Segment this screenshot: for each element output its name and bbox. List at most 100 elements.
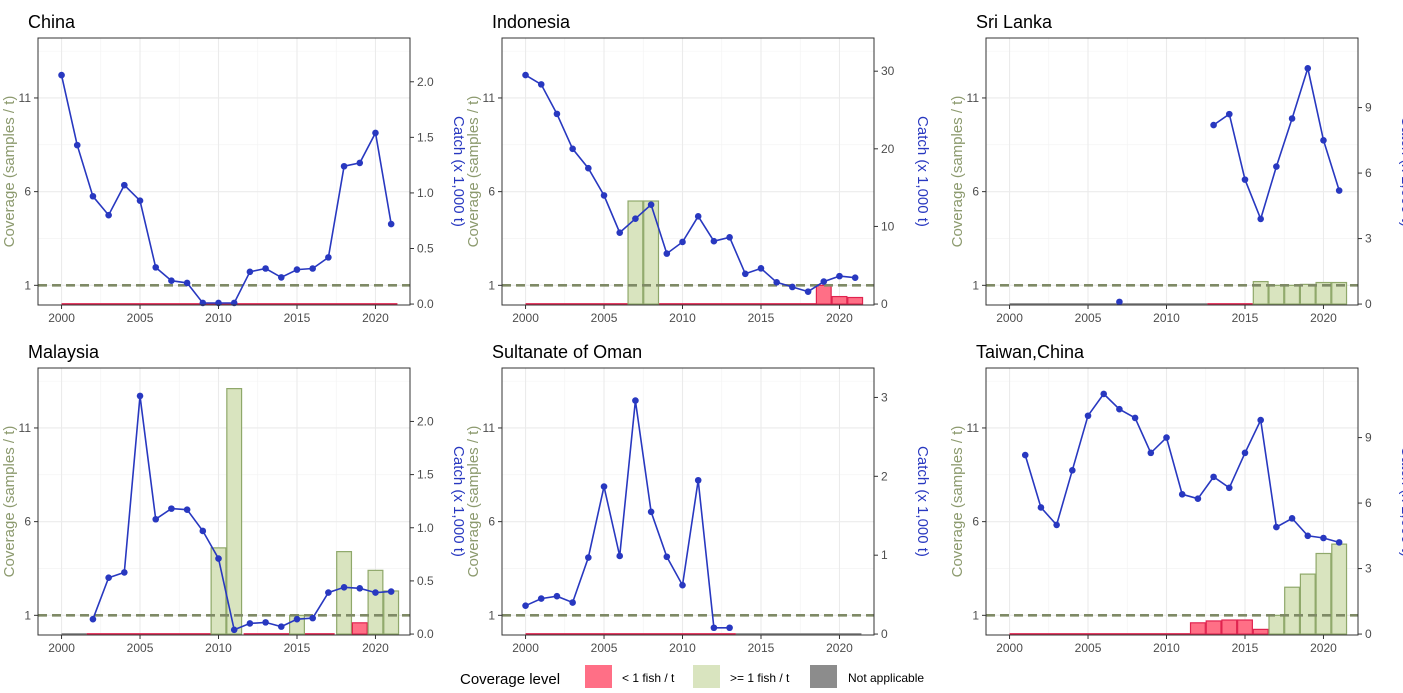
catch-point bbox=[1335, 539, 1343, 546]
x-tick-label: 2005 bbox=[127, 641, 154, 655]
coverage-bar bbox=[1315, 552, 1332, 635]
catch-point bbox=[340, 583, 348, 591]
right-tick-label: 20 bbox=[881, 142, 895, 156]
catch-point bbox=[293, 266, 301, 273]
catch-point bbox=[600, 192, 608, 199]
right-axis: 0 10 20 30 Catch (x 1,000 t) bbox=[874, 64, 931, 311]
right-tick-label: 1.0 bbox=[417, 186, 434, 200]
x-tick-label: 2015 bbox=[1232, 311, 1259, 325]
left-tick-label: 1 bbox=[972, 608, 979, 622]
catch-point bbox=[836, 272, 843, 280]
catch-point bbox=[1273, 523, 1280, 531]
left-tick-label: 11 bbox=[967, 421, 980, 435]
panel-border bbox=[985, 367, 1359, 636]
panel-border bbox=[501, 367, 875, 636]
panel-malaysia: Malaysia 2000 2005 2010 2015 2020 1 6 11Coverage… bbox=[1, 342, 467, 655]
left-tick-label: 1 bbox=[24, 278, 31, 292]
legend-label-na: Not applicable bbox=[848, 671, 924, 685]
x-tick-label: 2000 bbox=[996, 641, 1023, 655]
catch-point bbox=[1320, 137, 1327, 144]
coverage-bar bbox=[643, 200, 660, 305]
catch-point bbox=[1037, 504, 1045, 511]
right-tick-label: 3 bbox=[881, 390, 888, 404]
legend-swatch-low bbox=[585, 665, 612, 688]
legend-swatch-high bbox=[693, 665, 720, 688]
left-tick-label: 6 bbox=[24, 185, 31, 199]
catch-point bbox=[1194, 495, 1202, 503]
right-tick-label: 2.0 bbox=[417, 414, 434, 428]
catch-point bbox=[1257, 215, 1264, 223]
catch-point bbox=[1210, 473, 1217, 481]
catch-point bbox=[1335, 187, 1343, 194]
catch-point bbox=[183, 506, 191, 513]
x-axis: 2000 2005 2010 2015 2020 bbox=[512, 305, 853, 325]
coverage-bar bbox=[383, 590, 400, 635]
coverage-bar bbox=[226, 388, 243, 635]
coverage-bar bbox=[1268, 284, 1285, 305]
x-tick-label: 2005 bbox=[591, 641, 618, 655]
right-tick-label: 30 bbox=[881, 64, 895, 78]
catch-point bbox=[1131, 414, 1139, 422]
catch-point bbox=[679, 238, 686, 246]
left-tick-label: 6 bbox=[24, 515, 31, 529]
x-axis: 2000 2005 2010 2015 2020 bbox=[996, 305, 1337, 325]
catch-point bbox=[600, 483, 608, 490]
catch-point bbox=[121, 569, 128, 576]
legend: Coverage level < 1 fish / t >= 1 fish / … bbox=[460, 665, 924, 688]
catch-point bbox=[804, 288, 812, 295]
right-axis: 0.0 0.5 1.0 1.5 2.0 Catch (x 1,000 t) bbox=[410, 75, 467, 311]
right-tick-label: 3 bbox=[1365, 232, 1372, 246]
left-tick-label: 11 bbox=[19, 421, 32, 435]
catch-point bbox=[1320, 534, 1327, 542]
catch-point bbox=[1210, 121, 1217, 129]
x-tick-label: 2000 bbox=[48, 311, 75, 325]
catch-point bbox=[1288, 515, 1296, 522]
panel-border bbox=[37, 37, 411, 306]
right-axis-title: Catch (x 1,000 t) bbox=[914, 446, 931, 557]
coverage-bar bbox=[1331, 281, 1348, 305]
left-tick-label: 1 bbox=[972, 278, 979, 292]
right-tick-label: 6 bbox=[1365, 166, 1372, 180]
catch-point bbox=[230, 626, 238, 634]
left-tick-label: 11 bbox=[19, 91, 32, 105]
catch-point bbox=[58, 71, 65, 79]
catch-line bbox=[525, 74, 856, 293]
right-axis: 0.0 0.5 1.0 1.5 2.0 Catch (x 1,000 t) bbox=[410, 414, 467, 641]
catch-point bbox=[632, 215, 639, 222]
x-tick-label: 2015 bbox=[284, 641, 311, 655]
left-tick-label: 11 bbox=[967, 91, 980, 105]
catch-series bbox=[58, 71, 395, 307]
catch-point bbox=[325, 589, 332, 596]
x-tick-label: 2015 bbox=[284, 311, 311, 325]
coverage-bar bbox=[1221, 619, 1238, 635]
coverage-bars bbox=[1252, 280, 1348, 305]
legend-swatch-na bbox=[810, 665, 837, 688]
x-tick-label: 2020 bbox=[362, 641, 389, 655]
panel-sri-lanka: Sri Lanka 2000 2005 2010 2015 2020 1 6 11Coverag… bbox=[949, 12, 1403, 325]
x-tick-label: 2010 bbox=[669, 311, 696, 325]
catch-point bbox=[851, 274, 859, 281]
coverage-bar bbox=[847, 296, 864, 305]
catch-point bbox=[168, 277, 175, 285]
x-axis: 2000 2005 2010 2015 2020 bbox=[48, 305, 389, 325]
x-axis: 2000 2005 2010 2015 2020 bbox=[48, 635, 389, 655]
catch-point bbox=[262, 265, 269, 272]
right-axis: 0 3 6 9 Catch (x 1,000 t) bbox=[1358, 431, 1403, 641]
catch-point bbox=[663, 553, 671, 561]
coverage-bars bbox=[210, 388, 400, 635]
x-tick-label: 2020 bbox=[826, 641, 853, 655]
left-tick-label: 1 bbox=[488, 278, 495, 292]
left-axis-title: Coverage (samples / t) bbox=[949, 426, 966, 578]
panel-title: Sri Lanka bbox=[976, 12, 1053, 32]
coverage-bar bbox=[1299, 283, 1316, 305]
catch-point bbox=[387, 588, 395, 595]
coverage-bar bbox=[1331, 543, 1348, 635]
coverage-bar bbox=[1205, 620, 1222, 635]
catch-point bbox=[325, 254, 332, 261]
right-tick-label: 1.5 bbox=[417, 130, 434, 144]
